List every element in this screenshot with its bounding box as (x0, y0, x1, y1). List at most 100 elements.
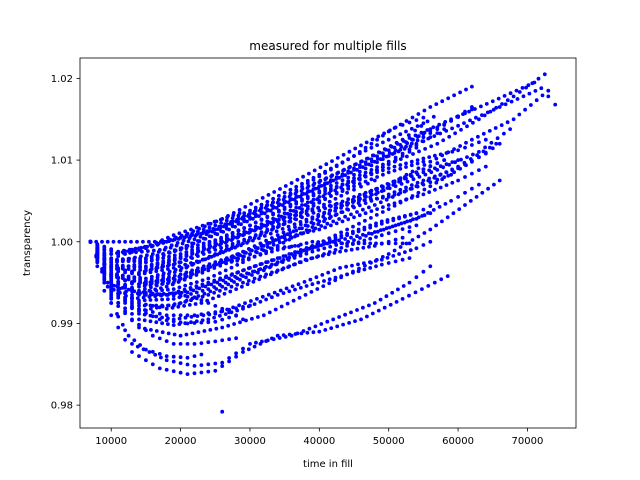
data-point (456, 115, 460, 119)
data-point (134, 247, 138, 251)
data-point (469, 199, 473, 203)
data-point (388, 129, 392, 133)
data-point (328, 277, 332, 281)
data-point (213, 362, 217, 366)
data-point (264, 260, 268, 264)
data-point (186, 313, 190, 317)
data-point (379, 157, 383, 161)
data-point (477, 183, 481, 187)
data-point (379, 298, 383, 302)
data-point (102, 245, 106, 249)
data-point (382, 228, 386, 232)
data-point (185, 271, 189, 275)
data-point (408, 230, 412, 234)
data-point (386, 220, 390, 224)
data-point (282, 333, 286, 337)
data-point (297, 282, 301, 286)
data-point (322, 212, 326, 216)
data-point (394, 224, 398, 228)
data-point (225, 237, 229, 241)
data-point (215, 220, 219, 224)
data-point (235, 283, 239, 287)
data-point (492, 183, 496, 187)
data-point (488, 146, 492, 150)
data-point (416, 158, 420, 162)
data-point (161, 252, 165, 256)
data-point (394, 242, 398, 246)
data-point (138, 280, 142, 284)
data-point (172, 281, 176, 285)
data-point (137, 318, 141, 322)
data-point (138, 264, 142, 268)
data-point (352, 215, 356, 219)
data-point (435, 178, 439, 182)
data-point (365, 315, 369, 319)
data-point (144, 311, 148, 315)
data-point (375, 197, 379, 201)
data-point (247, 247, 251, 251)
data-point (160, 298, 164, 302)
data-point (294, 185, 298, 189)
data-point (452, 211, 456, 215)
data-point (346, 184, 350, 188)
data-point (178, 317, 182, 321)
data-point (535, 98, 539, 102)
data-point (422, 193, 426, 197)
data-point (316, 214, 320, 218)
data-point (213, 232, 217, 236)
data-point (367, 245, 371, 249)
data-point (300, 182, 304, 186)
data-point (456, 179, 460, 183)
data-point (459, 128, 463, 132)
data-point (219, 239, 223, 243)
data-point (283, 222, 287, 226)
data-point (102, 252, 106, 256)
data-point (415, 246, 419, 250)
data-point (123, 286, 127, 290)
data-point (494, 142, 498, 146)
data-point (193, 313, 197, 317)
data-point (154, 315, 158, 319)
data-point (259, 252, 263, 256)
data-point (271, 227, 275, 231)
data-point (220, 338, 224, 342)
data-point (428, 211, 432, 215)
data-point (352, 206, 356, 210)
data-point (183, 284, 187, 288)
data-point (370, 209, 374, 213)
data-point (206, 230, 210, 234)
data-point (359, 318, 363, 322)
data-point (189, 234, 193, 238)
data-point (374, 192, 378, 196)
data-point (428, 204, 432, 208)
data-point (234, 336, 238, 340)
data-point (476, 135, 480, 139)
data-point (139, 246, 143, 250)
data-point (208, 240, 212, 244)
data-point (426, 137, 430, 141)
data-point (335, 191, 339, 195)
data-point (298, 296, 302, 300)
data-point (218, 314, 222, 318)
data-point (398, 167, 402, 171)
data-point (121, 323, 125, 327)
data-point (94, 240, 98, 244)
data-point (271, 197, 275, 201)
data-point (287, 228, 291, 232)
data-point (393, 165, 397, 169)
data-point (241, 350, 245, 354)
data-point (190, 250, 194, 254)
data-point (381, 163, 385, 167)
data-point (254, 225, 258, 229)
data-point (339, 236, 343, 240)
data-point (351, 271, 355, 275)
data-point (143, 284, 147, 288)
data-point (220, 307, 224, 311)
data-point (262, 313, 266, 317)
data-point (527, 83, 531, 87)
data-point (235, 252, 239, 256)
data-point (115, 266, 119, 270)
data-point (313, 182, 317, 186)
data-point (220, 326, 224, 330)
